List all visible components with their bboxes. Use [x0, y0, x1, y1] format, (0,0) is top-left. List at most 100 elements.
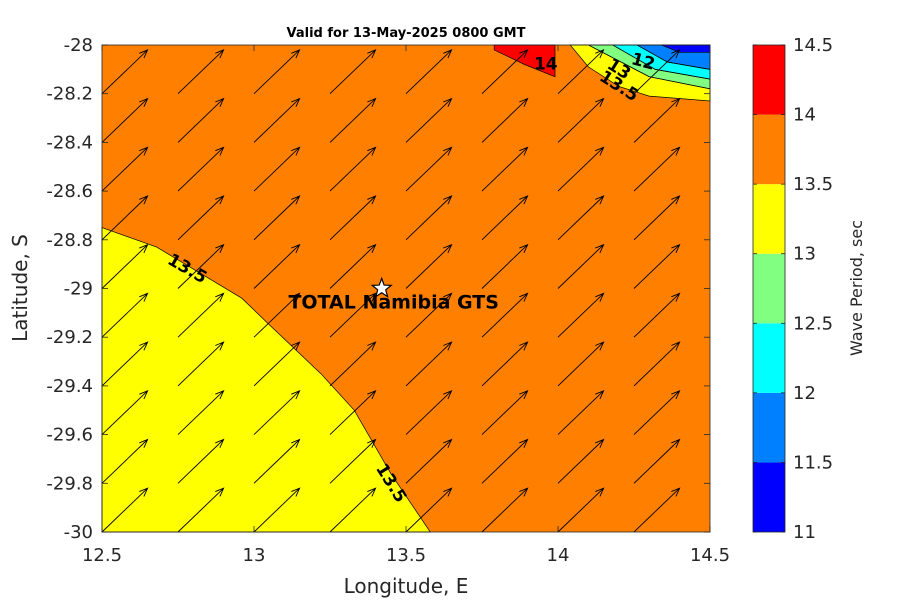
site-star-icon	[370, 276, 393, 298]
wave-arrow	[177, 195, 225, 241]
colorbar-tick-label: 13	[793, 244, 816, 265]
wave-arrow	[481, 97, 529, 143]
y-tick-label: -29.8	[46, 473, 93, 494]
y-tick-label: -28.2	[46, 84, 93, 105]
site-marker-group: TOTAL Namibia GTS	[288, 276, 499, 314]
wave-arrow	[633, 243, 681, 289]
wave-arrow	[101, 146, 149, 192]
wave-arrow	[633, 146, 681, 192]
wave-arrow	[481, 49, 529, 95]
wave-arrow	[329, 243, 377, 289]
colorbar-label: Wave Period, sec	[847, 220, 866, 356]
wave-arrow	[481, 243, 529, 289]
y-tick-label: -28.4	[46, 132, 93, 153]
wave-arrow	[633, 341, 681, 387]
wave-arrow	[557, 292, 605, 338]
colorbar-tick-label: 11	[793, 522, 816, 543]
wave-arrow	[101, 195, 149, 241]
x-tick-label: 13.5	[386, 545, 426, 566]
wave-arrow	[557, 146, 605, 192]
wave-arrow	[329, 438, 377, 484]
colorbar-band	[753, 253, 785, 324]
wave-arrow	[481, 438, 529, 484]
wave-arrow	[557, 97, 605, 143]
colorbar-band	[753, 392, 785, 463]
wave-arrow	[405, 438, 453, 484]
wave-arrow	[405, 292, 453, 338]
x-axis-ticks: 12.5 13 13.5 14 14.5	[82, 45, 730, 566]
wave-arrow	[481, 195, 529, 241]
wave-arrow	[101, 292, 149, 338]
contour-region-7	[661, 45, 710, 53]
wave-arrow	[405, 341, 453, 387]
wave-arrow	[253, 49, 301, 95]
wave-arrow	[253, 438, 301, 484]
wave-arrow	[481, 146, 529, 192]
contour-region-3	[570, 45, 710, 101]
wave-arrow	[405, 146, 453, 192]
wave-arrow	[405, 195, 453, 241]
wave-arrow	[481, 341, 529, 387]
wave-arrow	[253, 341, 301, 387]
wave-arrow	[177, 487, 225, 533]
colorbar-tick-label: 12.5	[793, 313, 833, 334]
wave-arrow	[481, 389, 529, 435]
wave-arrow	[177, 438, 225, 484]
wave-arrow	[101, 341, 149, 387]
y-tick-label: -30	[64, 522, 93, 543]
wave-arrow	[329, 389, 377, 435]
wave-arrow	[253, 243, 301, 289]
colorbar-tick-label: 14	[793, 105, 816, 126]
colorbar-band	[753, 114, 785, 185]
colorbar-band	[753, 462, 785, 532]
contour-region-2	[494, 45, 555, 77]
wave-arrow	[101, 487, 149, 533]
colorbar-tick-label: 14.5	[793, 35, 833, 56]
wave-arrow	[101, 243, 149, 289]
wave-arrow	[481, 487, 529, 533]
colorbar-band	[753, 45, 785, 115]
colorbar-tick-label: 12	[793, 383, 816, 404]
wave-arrow	[101, 49, 149, 95]
wave-arrow	[557, 438, 605, 484]
wave-arrow	[177, 341, 225, 387]
colorbar-band	[753, 184, 785, 254]
x-axis-label: Longitude, E	[344, 574, 469, 598]
wave-arrow	[329, 97, 377, 143]
colorbar-tick-label: 11.5	[793, 452, 833, 473]
wave-arrow	[253, 97, 301, 143]
wave-arrow	[633, 438, 681, 484]
wave-arrow	[177, 243, 225, 289]
y-tick-label: -28.8	[46, 230, 93, 251]
wave-arrow	[177, 389, 225, 435]
wave-arrow	[557, 487, 605, 533]
wave-arrow	[253, 146, 301, 192]
x-tick-label: 13	[243, 545, 266, 566]
wave-arrow	[633, 97, 681, 143]
y-axis-label: Latitude, S	[8, 234, 32, 342]
wave-arrow	[557, 243, 605, 289]
y-tick-label: -29.2	[46, 327, 93, 348]
wave-arrow	[253, 487, 301, 533]
colorbar-ticks: 11 11.5 12 12.5 13 13.5 14 14.5	[753, 35, 833, 543]
site-label: TOTAL Namibia GTS	[288, 292, 499, 314]
wave-arrow	[177, 49, 225, 95]
wave-arrow	[177, 97, 225, 143]
wave-arrow	[405, 97, 453, 143]
y-axis-ticks: -28 -28.2 -28.4 -28.6 -28.8 -29 -29.2 -29.4 -29.…	[46, 35, 710, 543]
wave-arrow	[633, 487, 681, 533]
wave-arrow	[557, 49, 605, 95]
wave-arrow	[177, 146, 225, 192]
colorbar	[752, 44, 786, 533]
wave-arrow	[557, 341, 605, 387]
wave-arrow	[329, 146, 377, 192]
wave-arrow	[557, 389, 605, 435]
wave-arrow	[557, 195, 605, 241]
wave-arrow	[329, 195, 377, 241]
contour-region-4	[588, 45, 710, 89]
y-tick-label: -29	[64, 279, 93, 300]
wave-arrow	[405, 389, 453, 435]
wave-arrow	[253, 389, 301, 435]
colorbar-tick-label: 13.5	[793, 174, 833, 195]
